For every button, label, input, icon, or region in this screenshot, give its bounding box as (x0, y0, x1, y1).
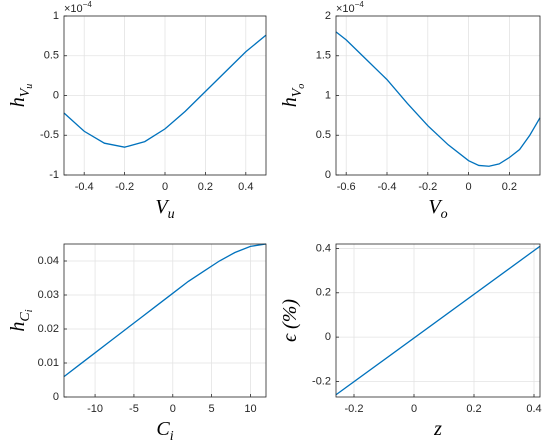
x-tick-label: 0 (466, 181, 472, 193)
x-tick-label: 0.4 (526, 403, 541, 415)
y-tick-label: 0 (53, 391, 59, 403)
y-tick-label: 1.5 (316, 50, 331, 62)
x-tick-label: -0.4 (75, 181, 94, 193)
label-part: i (24, 309, 35, 312)
x-tick-label: 0.2 (466, 403, 481, 415)
label-part: h (7, 322, 29, 332)
x-tick-label: 5 (209, 403, 215, 415)
y-tick-label: 0.04 (38, 255, 59, 267)
y-axis-label: hVu (7, 84, 35, 108)
x-tick-label: -10 (87, 403, 103, 415)
axis-multiplier: ×10−4 (64, 0, 92, 15)
y-tick-label: -0.2 (312, 375, 331, 387)
label-part: o (441, 207, 448, 222)
multiplier-base: ×10 (64, 3, 83, 15)
multiplier-exponent: −4 (355, 0, 365, 9)
x-tick-label: -0.2 (418, 181, 437, 193)
y-tick-label: -1 (49, 169, 59, 181)
y-tick-label: 0.4 (316, 242, 331, 254)
x-tick-label: -0.4 (378, 181, 397, 193)
x-tick-label: 10 (244, 403, 256, 415)
label-part: u (168, 207, 175, 222)
y-tick-label: 0 (325, 169, 331, 181)
data-line (335, 245, 541, 396)
label-part: V (155, 196, 170, 218)
label-part: h (279, 97, 301, 107)
label-part: z (433, 418, 442, 440)
subplot: -0.2 0 0.2 0.4 -0.2 0 0.2 0.4 z ϵ (%) (279, 242, 542, 440)
x-tick-label: -0.2 (345, 403, 364, 415)
data-line (63, 34, 267, 148)
label-part: V (290, 87, 305, 97)
x-axis-label: Ci (156, 418, 173, 443)
label-part: C (156, 418, 170, 440)
x-tick-label: -0.2 (115, 181, 134, 193)
y-tick-label: -0.5 (40, 129, 59, 141)
x-tick-label: 0 (170, 403, 176, 415)
x-axis-label: z (433, 418, 442, 440)
label-part: h (7, 97, 29, 107)
axis-multiplier: ×10−4 (336, 0, 364, 15)
data-line (63, 243, 267, 378)
axes-box (63, 15, 267, 176)
y-tick-label: 0 (53, 89, 59, 101)
multiplier-base: ×10 (336, 3, 355, 15)
x-axis-label: Vu (155, 196, 174, 222)
x-tick-label: 0 (162, 181, 168, 193)
x-tick-label: -5 (129, 403, 139, 415)
y-tick-label: 0.5 (44, 50, 59, 62)
y-tick-label: 0.5 (316, 129, 331, 141)
y-tick-label: 0.2 (316, 287, 331, 299)
label-part: V (18, 87, 33, 97)
x-tick-label: 0.2 (502, 181, 517, 193)
y-tick-label: 1 (325, 89, 331, 101)
x-tick-label: 0 (411, 403, 417, 415)
x-axis-label: Vo (428, 196, 447, 222)
y-tick-label: 1 (53, 10, 59, 22)
y-axis-label: ϵ (%) (279, 299, 301, 342)
x-tick-label: -0.6 (337, 181, 356, 193)
label-part: C (18, 312, 33, 322)
x-tick-label: 0.4 (238, 181, 253, 193)
y-tick-label: 2 (325, 10, 331, 22)
axes-box (63, 243, 267, 398)
label-part: u (24, 84, 35, 89)
y-tick-label: 0.01 (38, 357, 59, 369)
y-axis-label: hVo (279, 84, 307, 108)
label-part: o (296, 84, 307, 89)
data-line (335, 31, 541, 167)
axes-box (335, 243, 541, 398)
y-tick-label: 0 (325, 331, 331, 343)
y-tick-label: 0.02 (38, 323, 59, 335)
label-part: V (428, 196, 443, 218)
axes-box (335, 15, 541, 176)
label-part: i (170, 429, 174, 443)
y-tick-label: 0.03 (38, 289, 59, 301)
multiplier-exponent: −4 (83, 0, 93, 9)
label-part: ϵ (%) (279, 299, 301, 342)
y-axis-label: hCi (7, 309, 35, 331)
x-tick-label: 0.2 (198, 181, 213, 193)
